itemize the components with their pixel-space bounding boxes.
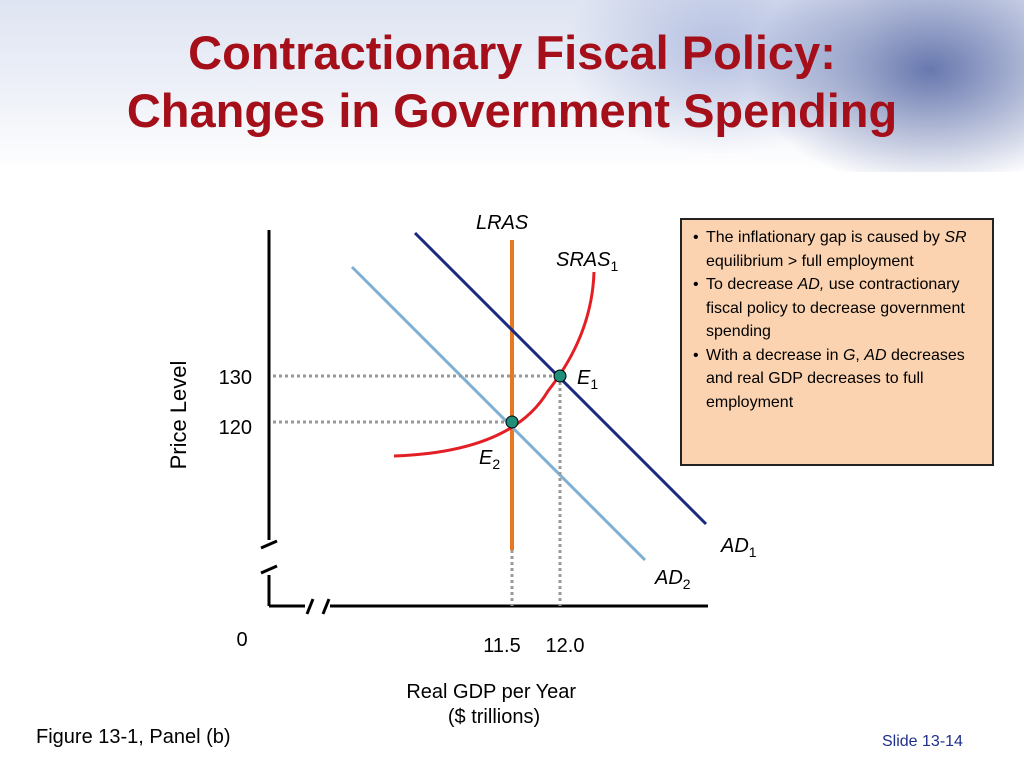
- e2-label: E2: [479, 447, 500, 472]
- y-axis-break-mark-2: [260, 564, 278, 575]
- ad1-label-sub: 1: [749, 544, 757, 560]
- slide-number: Slide 13-14: [882, 733, 963, 750]
- y-tick-label-120: 120: [219, 417, 252, 439]
- x-axis-break-mark-2: [321, 598, 331, 615]
- explanation-box: The inflationary gap is caused by SR equ…: [680, 218, 994, 466]
- bullet-3-text-d: AD: [864, 346, 887, 364]
- ad2-label-sub: 2: [683, 576, 691, 592]
- bullet-1-text-c: equilibrium > full employment: [706, 252, 914, 270]
- lras-label: LRAS: [476, 212, 529, 234]
- y-axis-title: Price Level: [166, 361, 191, 470]
- sras1-label-base: SRAS: [556, 249, 611, 271]
- x-tick-label-11-5: 11.5: [483, 635, 520, 657]
- ad1-label: AD1: [720, 535, 757, 560]
- point-e2: [505, 415, 519, 429]
- e2-label-base: E: [479, 447, 493, 469]
- origin-label: 0: [236, 629, 247, 651]
- slide-title-line-2: Changes in Government Spending: [126, 84, 898, 137]
- slide-title-line-1: Contractionary Fiscal Policy:: [188, 26, 836, 79]
- bullet-2-text-c: use contractionary fiscal policy to decr…: [706, 276, 965, 340]
- bullet-1-text-b: SR: [944, 229, 967, 246]
- e1-label-base: E: [577, 367, 591, 389]
- x-axis-break-mark-1: [305, 598, 315, 615]
- guide-lines: [273, 374, 562, 606]
- bullet-2-text-a: To decrease: [706, 276, 798, 293]
- header-banner: [0, 0, 1024, 172]
- sras1-label: SRAS1: [556, 249, 618, 274]
- bullet-3-text-c: ,: [855, 346, 865, 364]
- ad2-label: AD2: [654, 567, 691, 592]
- e1-label-sub: 1: [590, 376, 598, 392]
- x-axis-title-line-1: Real GDP per Year: [406, 681, 576, 703]
- x-tick-label-12-0: 12.0: [546, 635, 585, 657]
- e2-label-sub: 2: [492, 456, 500, 472]
- axes: [260, 230, 708, 615]
- x-axis-title: Real GDP per Year ($ trillions): [406, 681, 581, 728]
- y-tick-label-130: 130: [219, 367, 252, 389]
- point-e1: [553, 369, 567, 383]
- explanation-list: The inflationary gap is caused by SR equ…: [692, 226, 984, 414]
- x-axis-title-line-2: ($ trillions): [448, 706, 540, 728]
- ad1-label-base: AD: [720, 535, 749, 557]
- figure-caption: Figure 13-1, Panel (b): [36, 726, 231, 748]
- bullet-3-text-a: With a decrease in: [706, 346, 843, 364]
- bullet-2-text-b: AD,: [797, 276, 825, 293]
- explanation-bullet-1: The inflationary gap is caused by SR equ…: [692, 226, 984, 273]
- sras1-curve: [393, 271, 596, 458]
- e1-label: E1: [577, 367, 598, 392]
- ad2-label-base: AD: [654, 567, 683, 589]
- sras1-label-sub: 1: [610, 258, 618, 274]
- bullet-3-text-e: decreases and real GDP decreases to full…: [706, 346, 965, 411]
- ad2-curve: [350, 265, 647, 562]
- lras-label-text: LRAS: [476, 212, 529, 234]
- bullet-1-text-a: The inflationary gap is caused by: [706, 229, 945, 246]
- bullet-3-text-b: G: [842, 346, 856, 364]
- explanation-bullet-3: With a decrease in G, AD decreases and r…: [692, 344, 984, 415]
- slide-title: Contractionary Fiscal Policy: Changes in…: [0, 24, 1024, 140]
- explanation-bullet-2: To decrease AD, use contractionary fisca…: [692, 273, 984, 344]
- y-axis-break-mark-1: [260, 539, 278, 550]
